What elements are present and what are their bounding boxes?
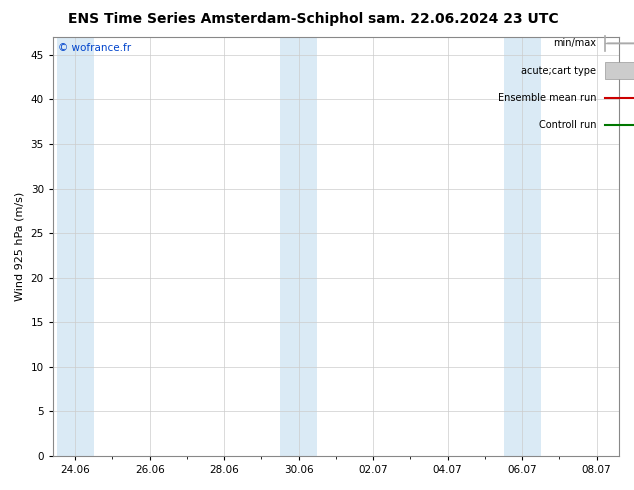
Text: Ensemble mean run: Ensemble mean run xyxy=(498,93,597,103)
Text: min/max: min/max xyxy=(553,38,597,49)
Text: ENS Time Series Amsterdam-Schiphol: ENS Time Series Amsterdam-Schiphol xyxy=(68,12,363,26)
Text: Controll run: Controll run xyxy=(539,120,597,130)
Bar xyxy=(503,37,541,456)
Text: sam. 22.06.2024 23 UTC: sam. 22.06.2024 23 UTC xyxy=(368,12,558,26)
Text: acute;cart type: acute;cart type xyxy=(521,66,597,75)
Bar xyxy=(56,37,94,456)
Text: © wofrance.fr: © wofrance.fr xyxy=(58,43,132,53)
FancyBboxPatch shape xyxy=(605,62,634,79)
Y-axis label: Wind 925 hPa (m/s): Wind 925 hPa (m/s) xyxy=(15,192,25,301)
Bar xyxy=(280,37,317,456)
